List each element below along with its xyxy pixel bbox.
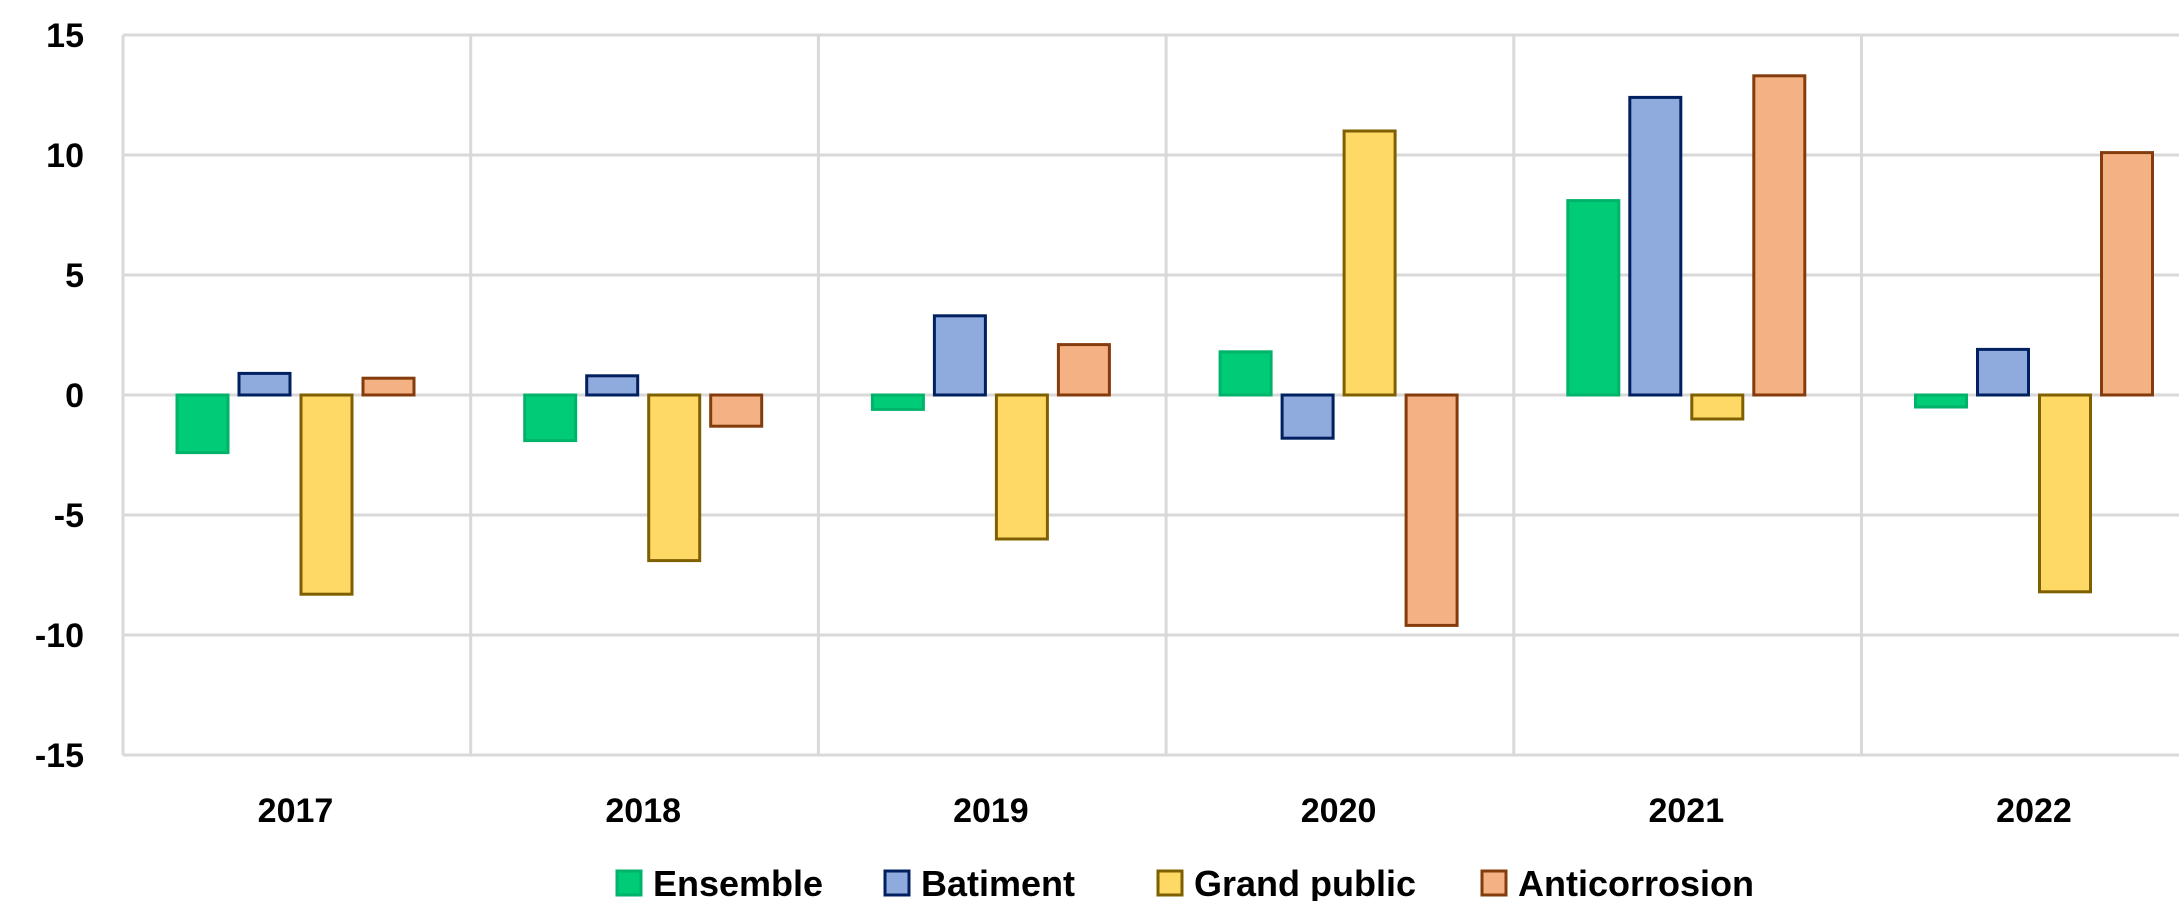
x-tick-label: 2017 (258, 792, 334, 830)
bar-grand-public-2017 (299, 393, 354, 596)
y-axis-ticks: 15 10 5 0 -5 -10 -15 (35, 17, 84, 775)
bar-grand-public-2021 (1690, 393, 1745, 421)
bar-ensemble-2018 (523, 393, 578, 443)
y-tick-label: 10 (46, 137, 84, 175)
grid-lines (121, 33, 2179, 757)
bar-batiment-2022 (1976, 347, 2030, 397)
bar-grand-public-2018 (647, 393, 702, 563)
legend-label: Anticorrosion (1518, 863, 1754, 901)
legend-label: Grand public (1194, 863, 1416, 901)
bar-anticorrosion-2017 (361, 376, 416, 397)
y-tick-label: -15 (35, 737, 84, 775)
y-tick-label: 0 (65, 377, 84, 415)
legend-swatch-anticorrosion (1480, 869, 1508, 897)
bar-anticorrosion-2018 (709, 393, 764, 428)
legend-label: Batiment (921, 863, 1075, 901)
bar-ensemble-2022 (1914, 393, 1968, 409)
bar-ensemble-2021 (1566, 199, 1621, 397)
bar-batiment-2020 (1280, 393, 1335, 440)
y-tick-label: -10 (35, 617, 84, 655)
bar-batiment-2019 (932, 314, 987, 397)
bar-batiment-2021 (1628, 95, 1683, 397)
y-tick-label: 5 (65, 257, 84, 295)
bar-grand-public-2022 (2038, 393, 2092, 594)
bars (175, 74, 2154, 627)
legend: Ensemble Batiment Grand public Anticorrosio… (615, 863, 1754, 901)
y-tick-label: -5 (54, 497, 84, 535)
legend-label: Ensemble (653, 863, 823, 901)
x-axis-ticks: 2017 2018 2019 2020 2021 2022 (258, 792, 2072, 830)
legend-swatch-batiment (883, 869, 911, 897)
x-tick-label: 2021 (1648, 792, 1724, 830)
bar-grand-public-2019 (994, 393, 1049, 541)
bar-anticorrosion-2022 (2100, 151, 2154, 397)
x-tick-label: 2020 (1301, 792, 1377, 830)
bar-anticorrosion-2019 (1056, 343, 1111, 397)
bar-ensemble-2020 (1218, 350, 1273, 397)
bar-batiment-2018 (585, 374, 640, 397)
bar-anticorrosion-2021 (1752, 74, 1807, 397)
x-tick-label: 2018 (605, 792, 681, 830)
y-tick-label: 15 (46, 17, 84, 55)
legend-swatch-grand-public (1156, 869, 1184, 897)
bar-anticorrosion-2020 (1404, 393, 1459, 627)
bar-grand-public-2020 (1342, 129, 1397, 397)
x-tick-label: 2019 (953, 792, 1029, 830)
bar-batiment-2017 (237, 371, 292, 397)
bar-ensemble-2017 (175, 393, 230, 455)
x-tick-label: 2022 (1996, 792, 2072, 830)
bar-ensemble-2019 (870, 393, 925, 411)
legend-swatch-ensemble (615, 869, 643, 897)
